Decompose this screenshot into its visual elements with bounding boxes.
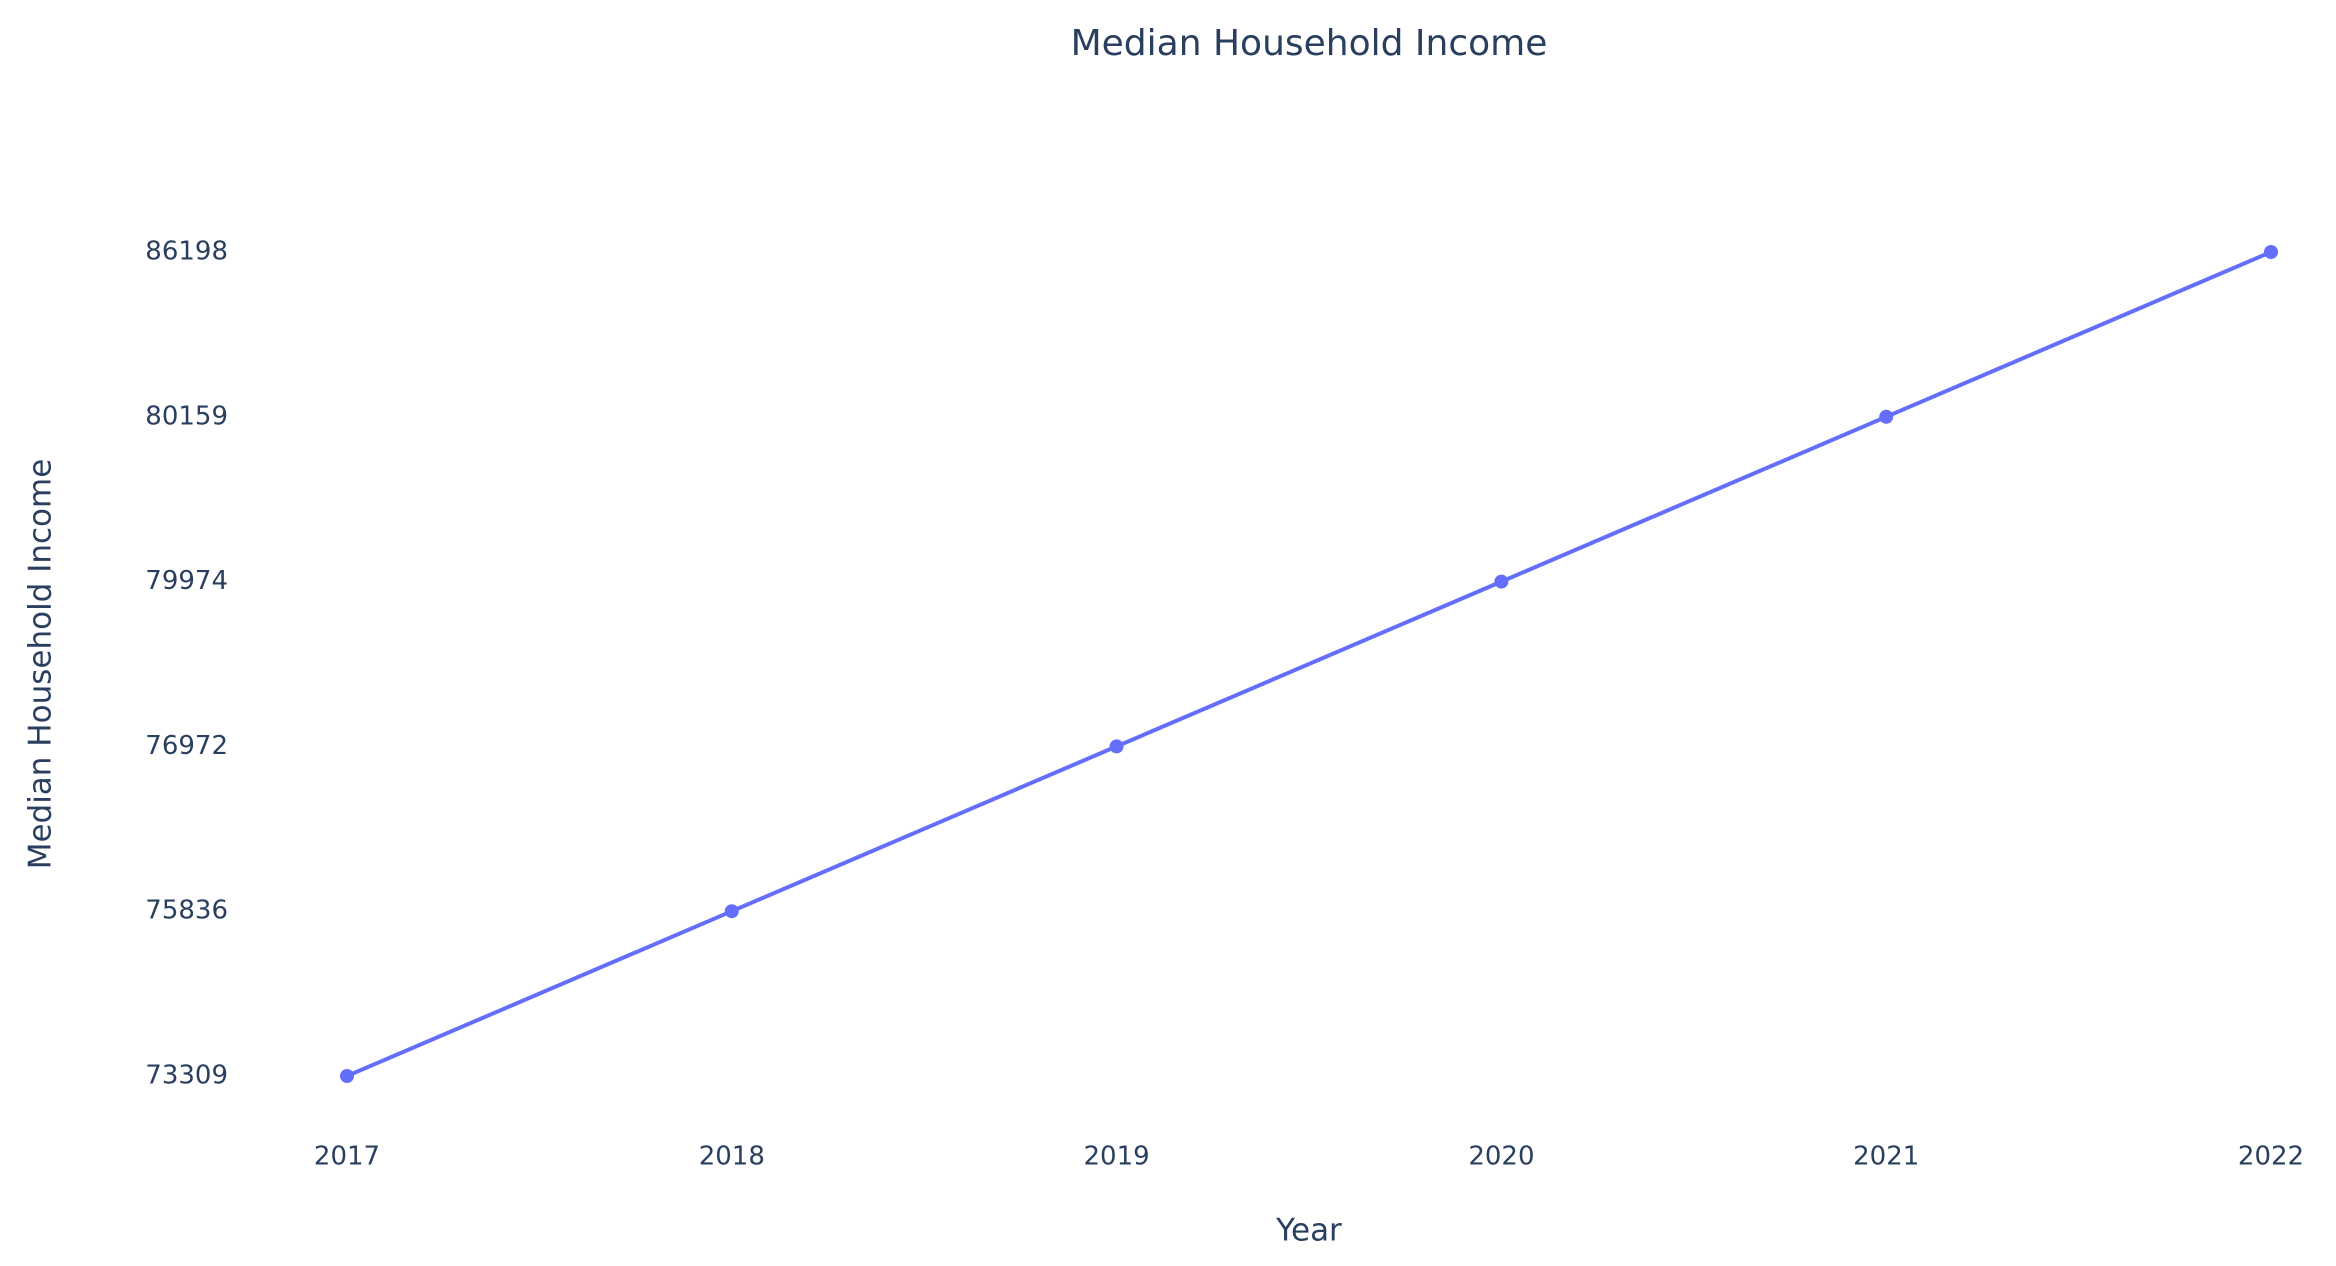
data-point xyxy=(2264,245,2278,259)
data-point xyxy=(340,1069,354,1083)
y-tick-label: 80159 xyxy=(145,401,228,431)
y-tick-label: 86198 xyxy=(145,237,228,267)
x-tick-label: 2018 xyxy=(699,1142,765,1172)
data-point xyxy=(1879,409,1894,424)
y-tick-label: 79974 xyxy=(145,566,228,596)
data-point xyxy=(724,904,739,919)
x-tick-label: 2022 xyxy=(2238,1142,2304,1172)
x-tick-label: 2019 xyxy=(1084,1142,1150,1172)
x-tick-label: 2021 xyxy=(1853,1142,1919,1172)
chart-title: Median Household Income xyxy=(1071,23,1548,64)
y-tick-label: 73309 xyxy=(145,1061,228,1091)
x-tick-label: 2020 xyxy=(1468,1142,1534,1172)
y-tick-label: 75836 xyxy=(145,896,228,926)
data-point xyxy=(1494,574,1509,589)
x-axis-title: Year xyxy=(1275,1213,1342,1249)
y-tick-label: 76972 xyxy=(145,731,228,761)
data-line xyxy=(346,250,2272,1078)
data-point xyxy=(1109,739,1124,754)
y-axis-title: Median Household Income xyxy=(23,459,59,870)
x-tick-label: 2017 xyxy=(314,1142,380,1172)
